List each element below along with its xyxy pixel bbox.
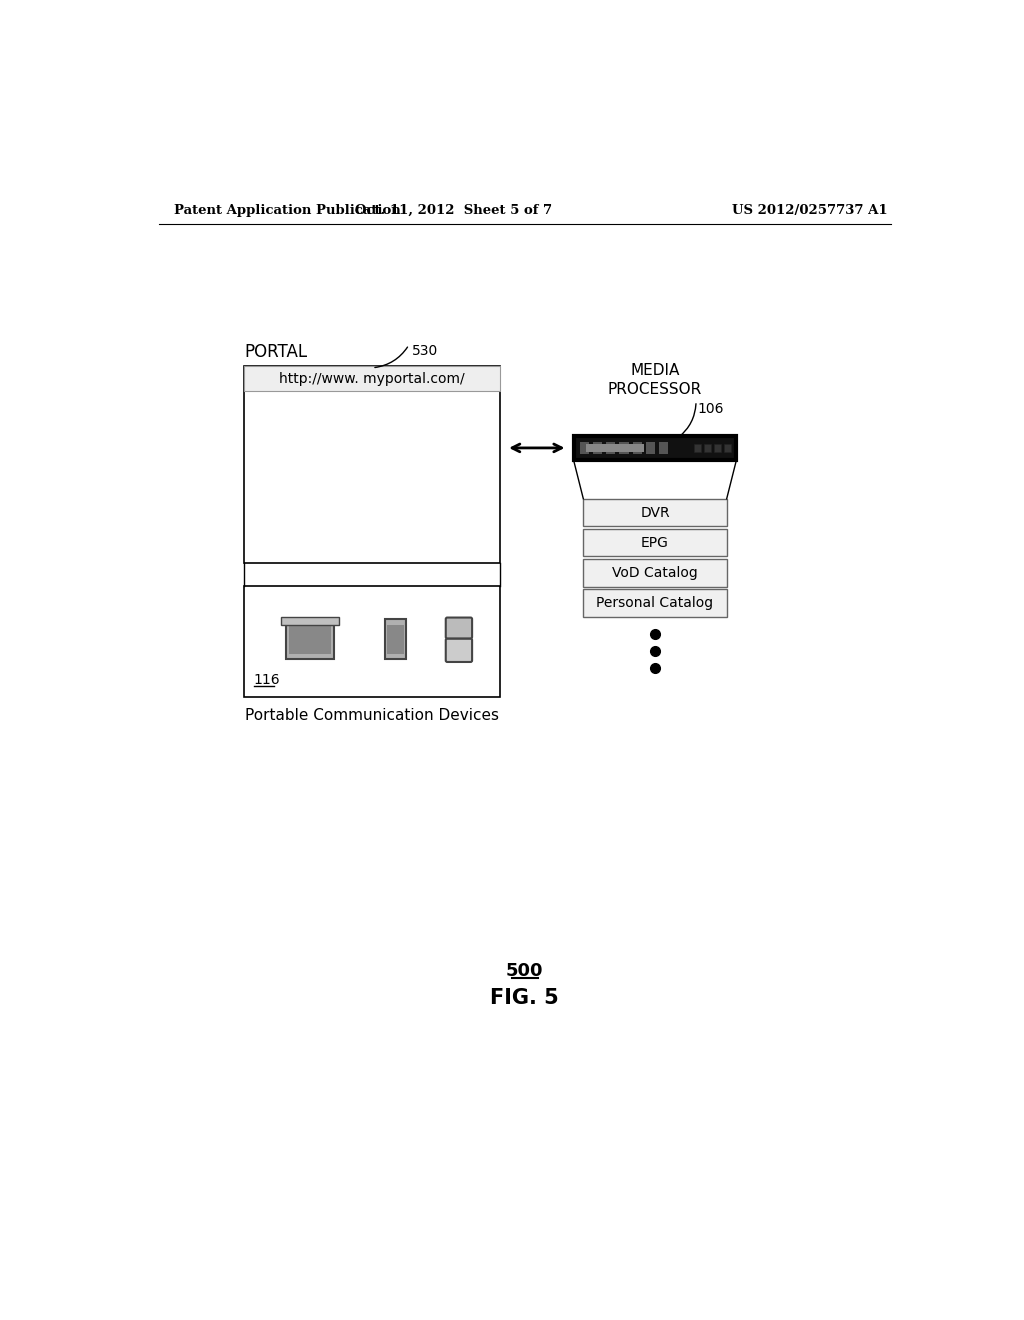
Bar	[633, 442, 642, 454]
Bar	[606, 442, 615, 454]
Bar	[714, 444, 721, 451]
Bar	[282, 616, 339, 624]
Text: http://www. myportal.com/: http://www. myportal.com/	[280, 372, 465, 385]
Bar	[387, 626, 403, 653]
Bar	[646, 442, 655, 454]
Bar	[573, 436, 736, 461]
Text: PROCESSOR: PROCESSOR	[608, 381, 702, 397]
Bar	[658, 442, 669, 454]
Bar	[286, 624, 334, 659]
Text: Patent Application Publication: Patent Application Publication	[174, 205, 401, 218]
Text: VoD Catalog: VoD Catalog	[612, 566, 698, 579]
Bar	[593, 442, 602, 454]
Bar	[703, 444, 711, 451]
FancyBboxPatch shape	[445, 618, 472, 639]
Bar	[289, 626, 331, 653]
Bar	[586, 444, 644, 451]
Bar	[724, 444, 731, 451]
Text: PORTAL: PORTAL	[245, 343, 307, 362]
Bar	[245, 367, 500, 562]
Bar	[620, 442, 629, 454]
FancyBboxPatch shape	[445, 639, 472, 663]
Text: 116: 116	[254, 673, 281, 688]
Text: 530: 530	[412, 345, 438, 358]
Bar	[584, 529, 727, 557]
Text: DVR: DVR	[640, 506, 670, 520]
Bar	[584, 558, 727, 586]
Text: Portable Communication Devices: Portable Communication Devices	[245, 709, 499, 723]
Bar	[385, 619, 407, 659]
Text: Personal Catalog: Personal Catalog	[596, 595, 714, 610]
Bar	[245, 586, 500, 697]
Text: MEDIA: MEDIA	[631, 363, 680, 378]
Bar	[245, 367, 500, 391]
Bar	[580, 442, 589, 454]
Text: 106: 106	[697, 401, 724, 416]
Text: US 2012/0257737 A1: US 2012/0257737 A1	[732, 205, 888, 218]
Bar	[693, 444, 700, 451]
Text: Oct. 11, 2012  Sheet 5 of 7: Oct. 11, 2012 Sheet 5 of 7	[355, 205, 552, 218]
Text: FIG. 5: FIG. 5	[490, 987, 559, 1007]
Bar	[584, 589, 727, 616]
Bar	[584, 499, 727, 527]
Text: EPG: EPG	[641, 536, 669, 549]
Text: 500: 500	[506, 962, 544, 979]
